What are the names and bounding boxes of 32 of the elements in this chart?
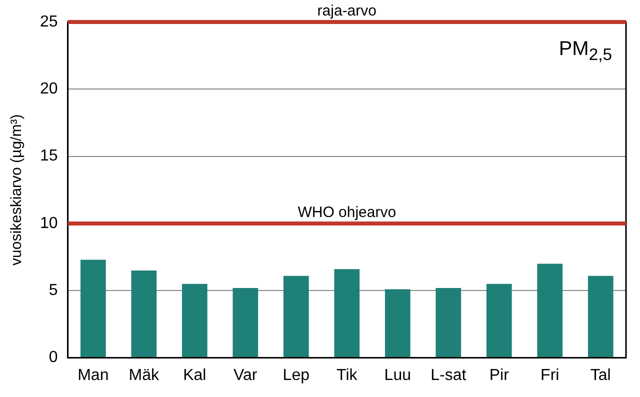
bar bbox=[486, 284, 512, 358]
bar bbox=[80, 260, 106, 358]
y-tick-label: 0 bbox=[48, 349, 58, 366]
x-tick-label: Pir bbox=[489, 366, 510, 384]
y-tick-label: 10 bbox=[40, 214, 58, 232]
y-tick-label: 20 bbox=[40, 80, 58, 98]
ref-line-label: raja-arvo bbox=[317, 2, 376, 20]
ref-line-label: WHO ohjearvo bbox=[298, 204, 396, 222]
y-axis-title: vuosikeskiarvo (µg/m³) bbox=[8, 114, 26, 266]
y-tick-label: 15 bbox=[40, 148, 58, 165]
y-tick-label: 25 bbox=[40, 13, 58, 30]
bar bbox=[436, 288, 462, 358]
bar bbox=[182, 284, 208, 358]
x-tick-label: Tal bbox=[590, 366, 611, 384]
x-tick-label: Tik bbox=[336, 366, 358, 384]
bar bbox=[537, 264, 563, 358]
x-tick-label: Luu bbox=[384, 366, 411, 384]
text: PM$_{2,5}$ bbox=[558, 38, 612, 65]
x-tick-label: Mäk bbox=[128, 366, 160, 384]
bar bbox=[588, 276, 614, 358]
bar bbox=[384, 289, 410, 358]
bar bbox=[334, 269, 360, 358]
x-tick-label: Var bbox=[234, 366, 258, 384]
x-tick-label: Fri bbox=[540, 366, 560, 384]
bar bbox=[232, 288, 258, 358]
x-tick-label: Kal bbox=[183, 366, 206, 384]
x-tick-label: L-sat bbox=[430, 366, 467, 384]
x-tick-label: Man bbox=[78, 366, 109, 384]
x-tick-label: Lep bbox=[282, 366, 310, 384]
y-tick-label: 5 bbox=[48, 282, 58, 300]
bar bbox=[131, 270, 157, 358]
bar bbox=[283, 276, 309, 358]
